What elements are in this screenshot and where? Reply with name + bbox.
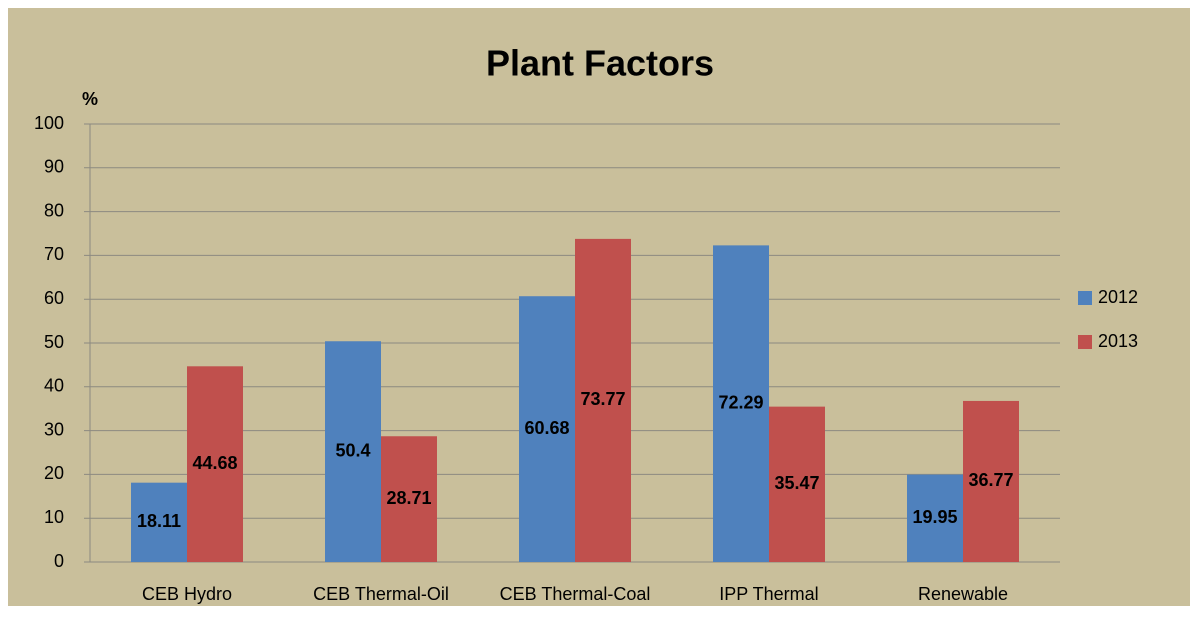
x-tick-label: CEB Thermal-Coal bbox=[500, 584, 651, 604]
y-tick-label: 70 bbox=[44, 244, 64, 264]
data-label: 36.77 bbox=[968, 470, 1013, 490]
y-tick-label: 100 bbox=[34, 113, 64, 133]
data-label: 60.68 bbox=[524, 418, 569, 438]
legend-swatch bbox=[1078, 335, 1092, 349]
y-tick-label: 30 bbox=[44, 419, 64, 439]
x-tick-label: Renewable bbox=[918, 584, 1008, 604]
chart-title: Plant Factors bbox=[486, 43, 714, 84]
y-tick-label: 0 bbox=[54, 551, 64, 571]
legend-label: 2013 bbox=[1098, 331, 1138, 351]
data-label: 35.47 bbox=[774, 473, 819, 493]
bar bbox=[325, 341, 381, 562]
data-label: 18.11 bbox=[137, 511, 181, 531]
x-tick-label: CEB Thermal-Oil bbox=[313, 584, 449, 604]
bar bbox=[187, 366, 243, 562]
x-tick-label: IPP Thermal bbox=[719, 584, 818, 604]
bar bbox=[381, 436, 437, 562]
data-label: 44.68 bbox=[192, 453, 237, 473]
bar bbox=[907, 474, 963, 562]
bar bbox=[519, 296, 575, 562]
x-tick-label: CEB Hydro bbox=[142, 584, 232, 604]
bar bbox=[963, 400, 1019, 562]
legend-swatch bbox=[1078, 291, 1092, 305]
data-label: 72.29 bbox=[718, 392, 763, 412]
data-label: 28.71 bbox=[386, 488, 431, 508]
data-label: 19.95 bbox=[912, 507, 957, 527]
y-tick-label: 90 bbox=[44, 157, 64, 177]
y-tick-label: 40 bbox=[44, 376, 64, 396]
legend-label: 2012 bbox=[1098, 287, 1138, 307]
data-label: 50.4 bbox=[335, 440, 370, 460]
bar bbox=[575, 238, 631, 563]
y-tick-label: 20 bbox=[44, 463, 64, 483]
bar bbox=[713, 245, 769, 562]
y-tick-label: 60 bbox=[44, 288, 64, 308]
bar bbox=[131, 482, 187, 562]
y-tick-label: 10 bbox=[44, 507, 64, 527]
y-axis-label: % bbox=[82, 89, 98, 109]
y-tick-label: 80 bbox=[44, 200, 64, 220]
data-label: 73.77 bbox=[580, 389, 625, 409]
bar bbox=[769, 406, 825, 562]
y-tick-label: 50 bbox=[44, 332, 64, 352]
